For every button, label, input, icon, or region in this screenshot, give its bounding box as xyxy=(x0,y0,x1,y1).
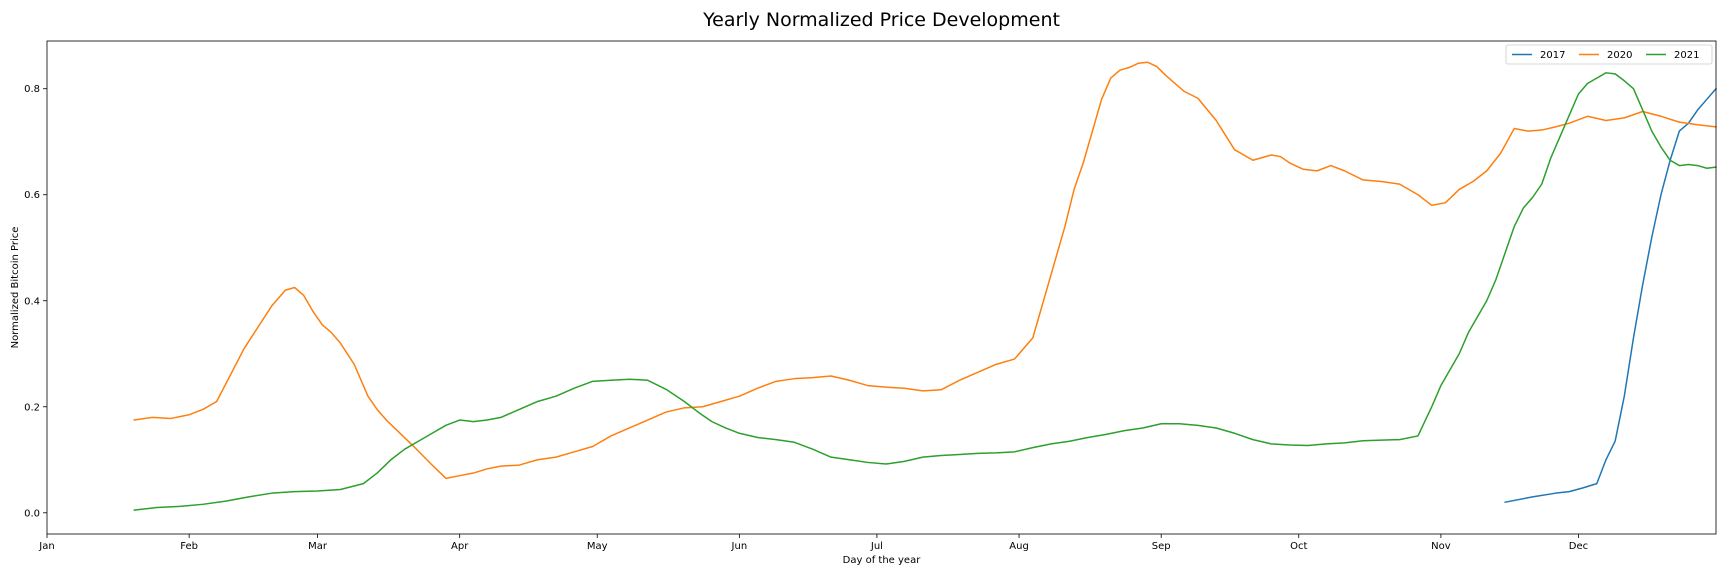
x-tick-label: Jan xyxy=(38,541,54,552)
y-tick-label: 0.8 xyxy=(24,84,40,95)
plot-frame xyxy=(46,40,1717,535)
y-tick-label: 0.2 xyxy=(24,402,40,413)
legend-label-2020: 2020 xyxy=(1607,50,1632,61)
x-tick-label: Feb xyxy=(180,541,198,552)
y-tick-label: 0.0 xyxy=(24,508,40,519)
legend-label-2017: 2017 xyxy=(1540,50,1565,61)
y-tick-label: 0.6 xyxy=(24,190,40,201)
legend: 2017 2020 2021 xyxy=(1505,44,1713,65)
x-tick-label: Apr xyxy=(451,541,469,552)
x-tick-label: Sep xyxy=(1152,541,1171,552)
legend-label-2021: 2021 xyxy=(1674,50,1699,61)
series-line-2021 xyxy=(133,72,1717,511)
series-line-2020 xyxy=(133,61,1717,480)
x-tick-label: Jul xyxy=(870,541,883,552)
x-tick-label: Jun xyxy=(731,541,748,552)
x-tick-label: Dec xyxy=(1569,541,1588,552)
x-axis: Jan Feb Mar Apr May Jun Jul Aug Sep Oct Nov Dec xyxy=(38,534,1588,552)
x-tick-label: Mar xyxy=(308,541,328,552)
x-tick-label: May xyxy=(587,541,608,552)
x-tick-label: Nov xyxy=(1431,541,1451,552)
chart-title: Yearly Normalized Price Development xyxy=(702,9,1060,31)
y-axis-label: Normalized Bitcoin Price xyxy=(10,227,21,349)
y-axis: 0.0 0.2 0.4 0.6 0.8 xyxy=(24,84,47,519)
x-tick-label: Oct xyxy=(1290,541,1307,552)
x-tick-label: Aug xyxy=(1009,541,1029,552)
y-tick-label: 0.4 xyxy=(24,296,40,307)
legend-box xyxy=(1505,44,1713,65)
plot-area xyxy=(46,40,1717,535)
x-axis-label: Day of the year xyxy=(843,555,922,566)
series-line-2017 xyxy=(1504,87,1717,503)
